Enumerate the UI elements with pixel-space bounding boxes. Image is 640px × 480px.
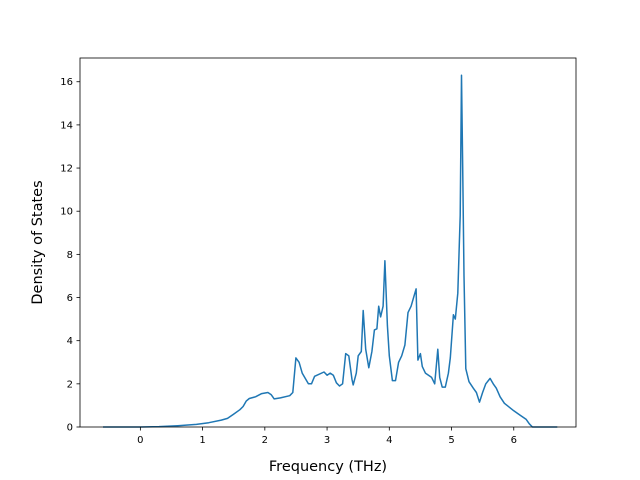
y-tick-label: 4	[67, 336, 73, 347]
x-axis-ticks: 0 1 2 3 4 5 6	[137, 427, 517, 446]
dos-series-line-0	[103, 74, 558, 428]
y-tick-label: 8	[67, 250, 73, 261]
x-tick-label: 0	[137, 435, 143, 446]
x-tick-label: 5	[448, 435, 454, 446]
y-axis-label: Density of States	[30, 180, 46, 304]
plot-area	[80, 58, 576, 427]
y-tick-label: 6	[67, 293, 73, 304]
y-axis-ticks: 0 2 4 6 8 10 12 14 16	[60, 77, 80, 434]
x-tick-label: 4	[386, 435, 392, 446]
y-tick-label: 0	[67, 423, 73, 434]
x-tick-label: 3	[324, 435, 330, 446]
x-tick-label: 6	[511, 435, 517, 446]
plot-frame	[79, 57, 577, 428]
y-tick-label: 10	[60, 207, 73, 218]
x-tick-label: 2	[262, 435, 268, 446]
y-tick-label: 16	[60, 77, 73, 88]
y-tick-label: 14	[60, 120, 73, 131]
chart-marks	[103, 74, 558, 428]
x-axis-label: Frequency (THz)	[269, 459, 387, 475]
x-tick-label: 1	[199, 435, 205, 446]
y-tick-label: 2	[67, 379, 73, 390]
y-tick-label: 12	[60, 164, 73, 175]
